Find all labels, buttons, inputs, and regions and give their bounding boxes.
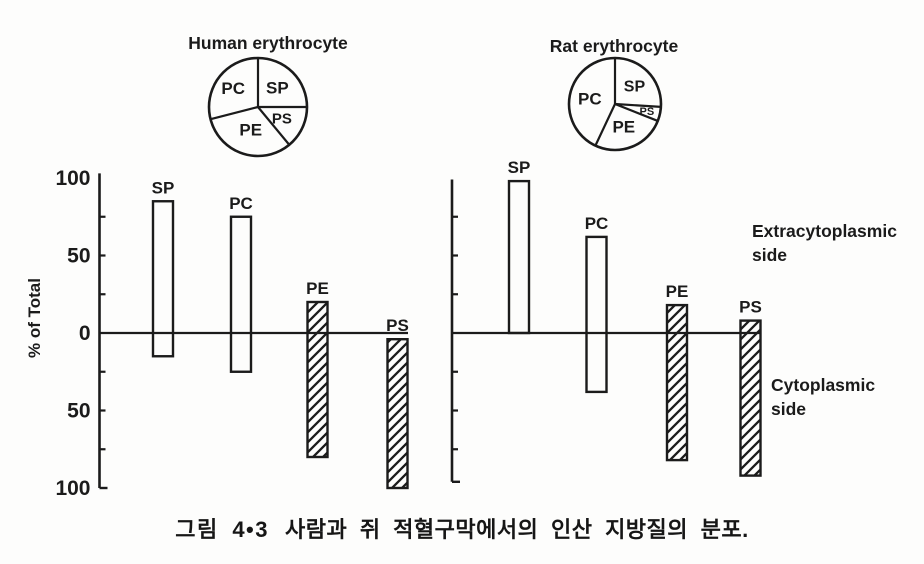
bar-label: PC [229,194,253,213]
pie-slice-label: SP [266,79,289,98]
cytoplasmic-side-label-line1: Cytoplasmic [771,375,875,395]
pie-slice-label: PS [272,111,292,128]
pie-slice-label: PC [578,90,602,109]
axis-tick-label: 100 [55,477,90,500]
rat-pie-title: Rat erythrocyte [550,36,679,56]
pie-slice-divider [594,103,616,147]
axis-tick-label: 100 [55,167,90,190]
membrane-side-annotations: Extracytoplasmic side Cytoplasmic side [752,221,897,419]
figure-caption: 그림 4•3 사람과 쥐 적혈구막에서의 인산 지방질의 분포. [0,512,924,544]
human-bar-chart: SP PC PE PS 100 50 0 50 100 [55,167,408,500]
bar-rat-bars-ps [739,319,762,477]
bar-human-bars-pe [306,300,329,459]
rat-bar-chart: SP PC PE PS [450,158,762,483]
bar-label: SP [152,178,175,197]
figure-number: 그림 4•3 [175,517,269,542]
pie-slice-divider [257,106,291,146]
bar-label: PE [306,279,329,298]
pie-slice-label: PC [221,79,245,98]
bar-rat-bars-sp [507,179,531,335]
extracytoplasmic-side-label-line2: side [752,245,787,265]
pie-slice-label: PE [612,117,635,136]
y-axis-label: % of Total [25,278,44,358]
bar-human-bars-sp [151,200,175,358]
axis-tick-label: 50 [67,245,90,268]
pie-slice-label: PE [239,120,262,139]
bar-label: PS [739,298,762,317]
bar-human-bars-ps [386,338,409,490]
human-pie-chart: SP PS PE PC [207,56,309,158]
bar-label: PE [666,282,689,301]
extracytoplasmic-side-label-line1: Extracytoplasmic [752,221,897,241]
bar-rat-bars-pc [585,235,608,394]
pie-slice-divider [210,105,259,121]
bar-label: SP [508,158,531,177]
pie-slice-divider [614,102,661,108]
cytoplasmic-side-label-line2: side [771,399,806,419]
axis-tick-label: 0 [79,322,91,345]
pie-slice-divider [614,102,659,122]
bar-label: PC [585,214,609,233]
bar-rat-bars-pe [665,303,689,462]
bar-human-bars-pc [229,215,253,373]
bar-label: PS [386,316,409,335]
figure-caption-text: 사람과 쥐 적혈구막에서의 인산 지방질의 분포. [285,517,749,542]
pie-slice-label: SP [624,78,646,95]
human-pie-title: Human erythrocyte [188,33,348,53]
axis-tick-label: 50 [67,400,90,423]
